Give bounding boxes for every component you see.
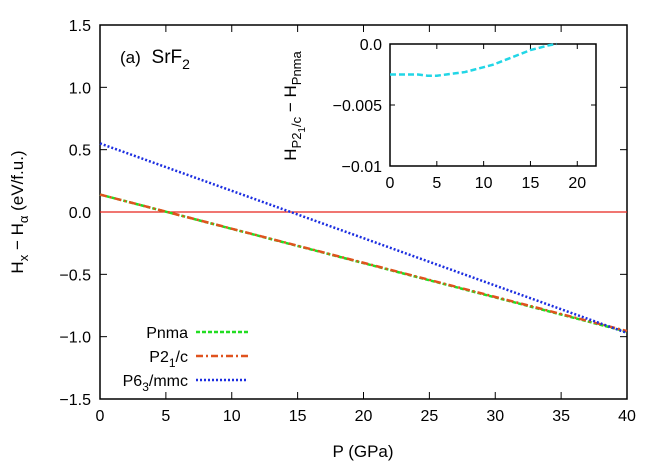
y-tick-label: −0.5 (59, 267, 91, 284)
x-axis-label: P (GPa) (332, 442, 393, 461)
legend-label-p21c: P21/c (149, 349, 188, 370)
x-tick-label: 15 (522, 175, 540, 192)
x-tick-label: 0 (386, 175, 395, 192)
y-tick-label: −1.0 (59, 330, 91, 347)
x-tick-label: 10 (223, 408, 241, 425)
x-tick-label: 0 (96, 408, 105, 425)
y-tick-label: 0.5 (69, 143, 91, 160)
main-axis-ticks: 0 5 10 15 20 25 30 35 40 1.5 1.0 0.5 0.0 −0.5 −1.0 −1.5 (59, 18, 636, 425)
x-tick-label: 10 (475, 175, 493, 192)
x-tick-label: 35 (552, 408, 570, 425)
y-tick-label: 0.0 (360, 37, 382, 54)
inset-series (390, 42, 557, 77)
y-tick-label: 1.5 (69, 18, 91, 35)
y-tick-label: 0.0 (69, 205, 91, 222)
legend-label-pnma: Pnma (146, 325, 188, 342)
inset-background (390, 44, 596, 166)
legend-label-p63mmc: P63/mmc (123, 373, 188, 394)
inset-axis-ticks: 0 5 10 15 20 0.0 −0.005 −0.01 (333, 37, 596, 192)
x-tick-label: 5 (432, 175, 441, 192)
y-tick-label: −1.5 (59, 392, 91, 409)
x-tick-label: 20 (355, 408, 373, 425)
main-series (99, 142, 628, 335)
legend: Pnma P21/c P63/mmc (123, 325, 248, 394)
x-tick-label: 25 (420, 408, 438, 425)
x-tick-label: 20 (568, 175, 586, 192)
y-axis-label: Hx − Hα (eV/f.u.) (8, 150, 31, 273)
x-tick-label: 30 (486, 408, 504, 425)
series-line-inset-0 (390, 42, 557, 77)
panel-label: (a) SrF2 (120, 47, 190, 72)
inset-y-axis-label: HP21/c − HPnma (281, 50, 308, 160)
y-tick-label: −0.005 (333, 98, 382, 115)
x-tick-label: 5 (161, 408, 170, 425)
x-tick-label: 15 (289, 408, 307, 425)
y-tick-label: 1.0 (69, 80, 91, 97)
y-tick-label: −0.01 (342, 159, 383, 176)
series-line-p21c (99, 193, 628, 333)
x-tick-label: 40 (618, 408, 636, 425)
series-line-p63mmc (99, 142, 628, 335)
